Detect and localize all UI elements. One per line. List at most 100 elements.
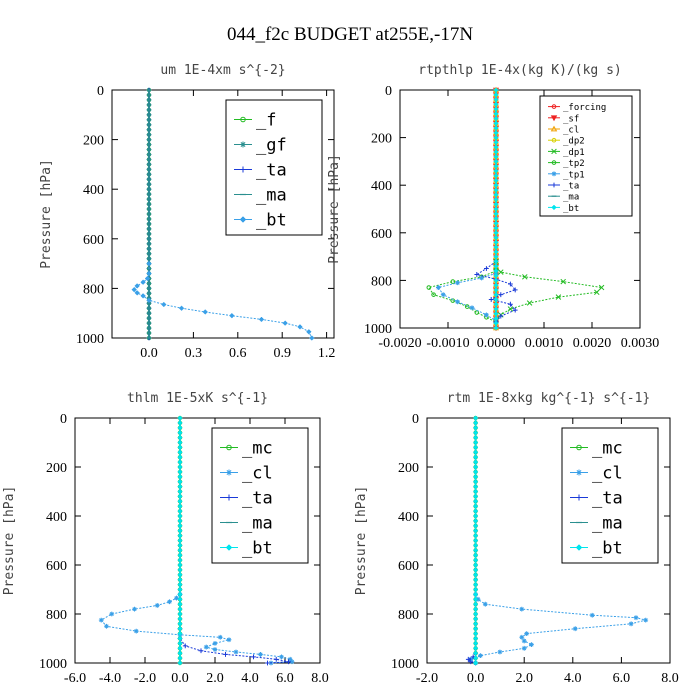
- legend-label: _dp1: [563, 148, 585, 158]
- data-point: [493, 287, 499, 293]
- y-tick-label: 400: [398, 510, 419, 525]
- data-point: [493, 201, 499, 207]
- data-point: [177, 577, 183, 583]
- legend-swatch-marker: [551, 204, 557, 211]
- data-point: [287, 656, 293, 662]
- plot-frame: [74, 417, 321, 664]
- data-point: [493, 158, 499, 164]
- data-point: [98, 617, 104, 623]
- data-point: [177, 537, 183, 544]
- data-point: [493, 225, 499, 231]
- data-point: [468, 659, 474, 665]
- data-point: [473, 542, 479, 548]
- x-tick-label: -2.0: [416, 671, 438, 686]
- data-point: [493, 106, 499, 112]
- data-point: [258, 316, 265, 323]
- series-ta: [177, 626, 291, 666]
- x-tick-label: -0.0010: [426, 336, 469, 351]
- legend-swatch-marker: [551, 104, 557, 109]
- legend-label: _tp2: [563, 159, 585, 169]
- data-point: [493, 96, 499, 103]
- data-point: [473, 616, 479, 622]
- data-point: [455, 299, 460, 305]
- data-point: [177, 498, 183, 504]
- data-point: [473, 469, 479, 475]
- data-point: [177, 415, 183, 421]
- data-point: [474, 310, 480, 315]
- data-point: [521, 645, 527, 651]
- legend-swatch-marker: [550, 115, 558, 122]
- series-bt: [177, 415, 183, 666]
- data-point: [572, 626, 578, 632]
- y-tick-label: 200: [398, 461, 419, 476]
- data-point: [493, 292, 499, 298]
- data-point: [473, 513, 479, 519]
- data-point: [473, 430, 479, 436]
- legend-swatch-marker: [240, 116, 246, 123]
- data-point: [473, 425, 479, 431]
- x-tick-label: -0.0020: [378, 336, 421, 351]
- data-point: [493, 220, 499, 226]
- data-point: [473, 547, 479, 553]
- legend-swatch-marker: [576, 444, 582, 451]
- data-point: [473, 611, 479, 617]
- legend-swatch-marker: [550, 125, 558, 132]
- series-ma: [146, 89, 152, 339]
- x-tick-label: 0.9: [273, 346, 291, 361]
- data-point: [493, 173, 499, 179]
- data-point: [177, 635, 183, 642]
- data-point: [473, 528, 479, 534]
- data-point: [473, 484, 479, 490]
- data-point: [493, 135, 499, 141]
- data-point: [177, 425, 183, 431]
- data-point: [493, 249, 499, 255]
- data-point: [473, 557, 479, 563]
- legend-label: _cl: [242, 464, 273, 484]
- legend-box: [211, 427, 309, 564]
- data-point: [555, 294, 562, 300]
- data-point: [265, 660, 270, 666]
- data-point: [226, 637, 232, 643]
- data-point: [512, 287, 518, 293]
- series-line: [133, 263, 313, 339]
- legend-swatch-marker: [575, 544, 583, 551]
- data-point: [507, 306, 514, 312]
- data-point: [519, 606, 525, 612]
- legend-label: _gf: [256, 136, 287, 156]
- data-point: [493, 301, 499, 307]
- y-tick-label: 400: [46, 510, 67, 525]
- data-point: [484, 266, 489, 271]
- x-tick-label: 8.0: [311, 671, 329, 686]
- x-tick-label: 0.6: [229, 346, 247, 361]
- legend-swatch-marker: [551, 137, 557, 143]
- data-point: [174, 595, 179, 601]
- y-tick-label: 1000: [39, 657, 67, 672]
- data-point: [177, 655, 183, 661]
- y-tick-label: 600: [398, 559, 419, 574]
- y-tick-label: 400: [83, 183, 104, 198]
- y-tick-label: 0: [412, 412, 419, 427]
- data-point: [473, 650, 479, 656]
- data-point: [178, 305, 185, 311]
- data-point: [177, 464, 183, 470]
- y-tick-label: 400: [371, 179, 392, 194]
- data-point: [493, 182, 499, 188]
- x-tick-label: 4.0: [241, 671, 259, 686]
- data-point: [493, 177, 499, 183]
- data-point: [177, 439, 183, 446]
- data-point: [473, 577, 479, 583]
- data-point: [498, 313, 504, 319]
- legend-swatch-marker: [576, 469, 582, 476]
- data-point: [493, 139, 499, 145]
- legend-swatch-marker: [240, 141, 246, 148]
- data-point: [493, 215, 499, 222]
- data-point: [455, 280, 460, 286]
- legend-label: _cl: [563, 126, 579, 136]
- data-point: [473, 567, 479, 573]
- legend-label: _ma: [242, 514, 273, 534]
- chart-panel-3: thlm 1E-5xK s^{-1} Pressure [hPa] 0 200 400 6…: [2, 391, 329, 686]
- legend-swatch-marker: [551, 182, 557, 188]
- data-point: [594, 289, 600, 296]
- data-point: [279, 654, 284, 660]
- data-point: [473, 591, 479, 597]
